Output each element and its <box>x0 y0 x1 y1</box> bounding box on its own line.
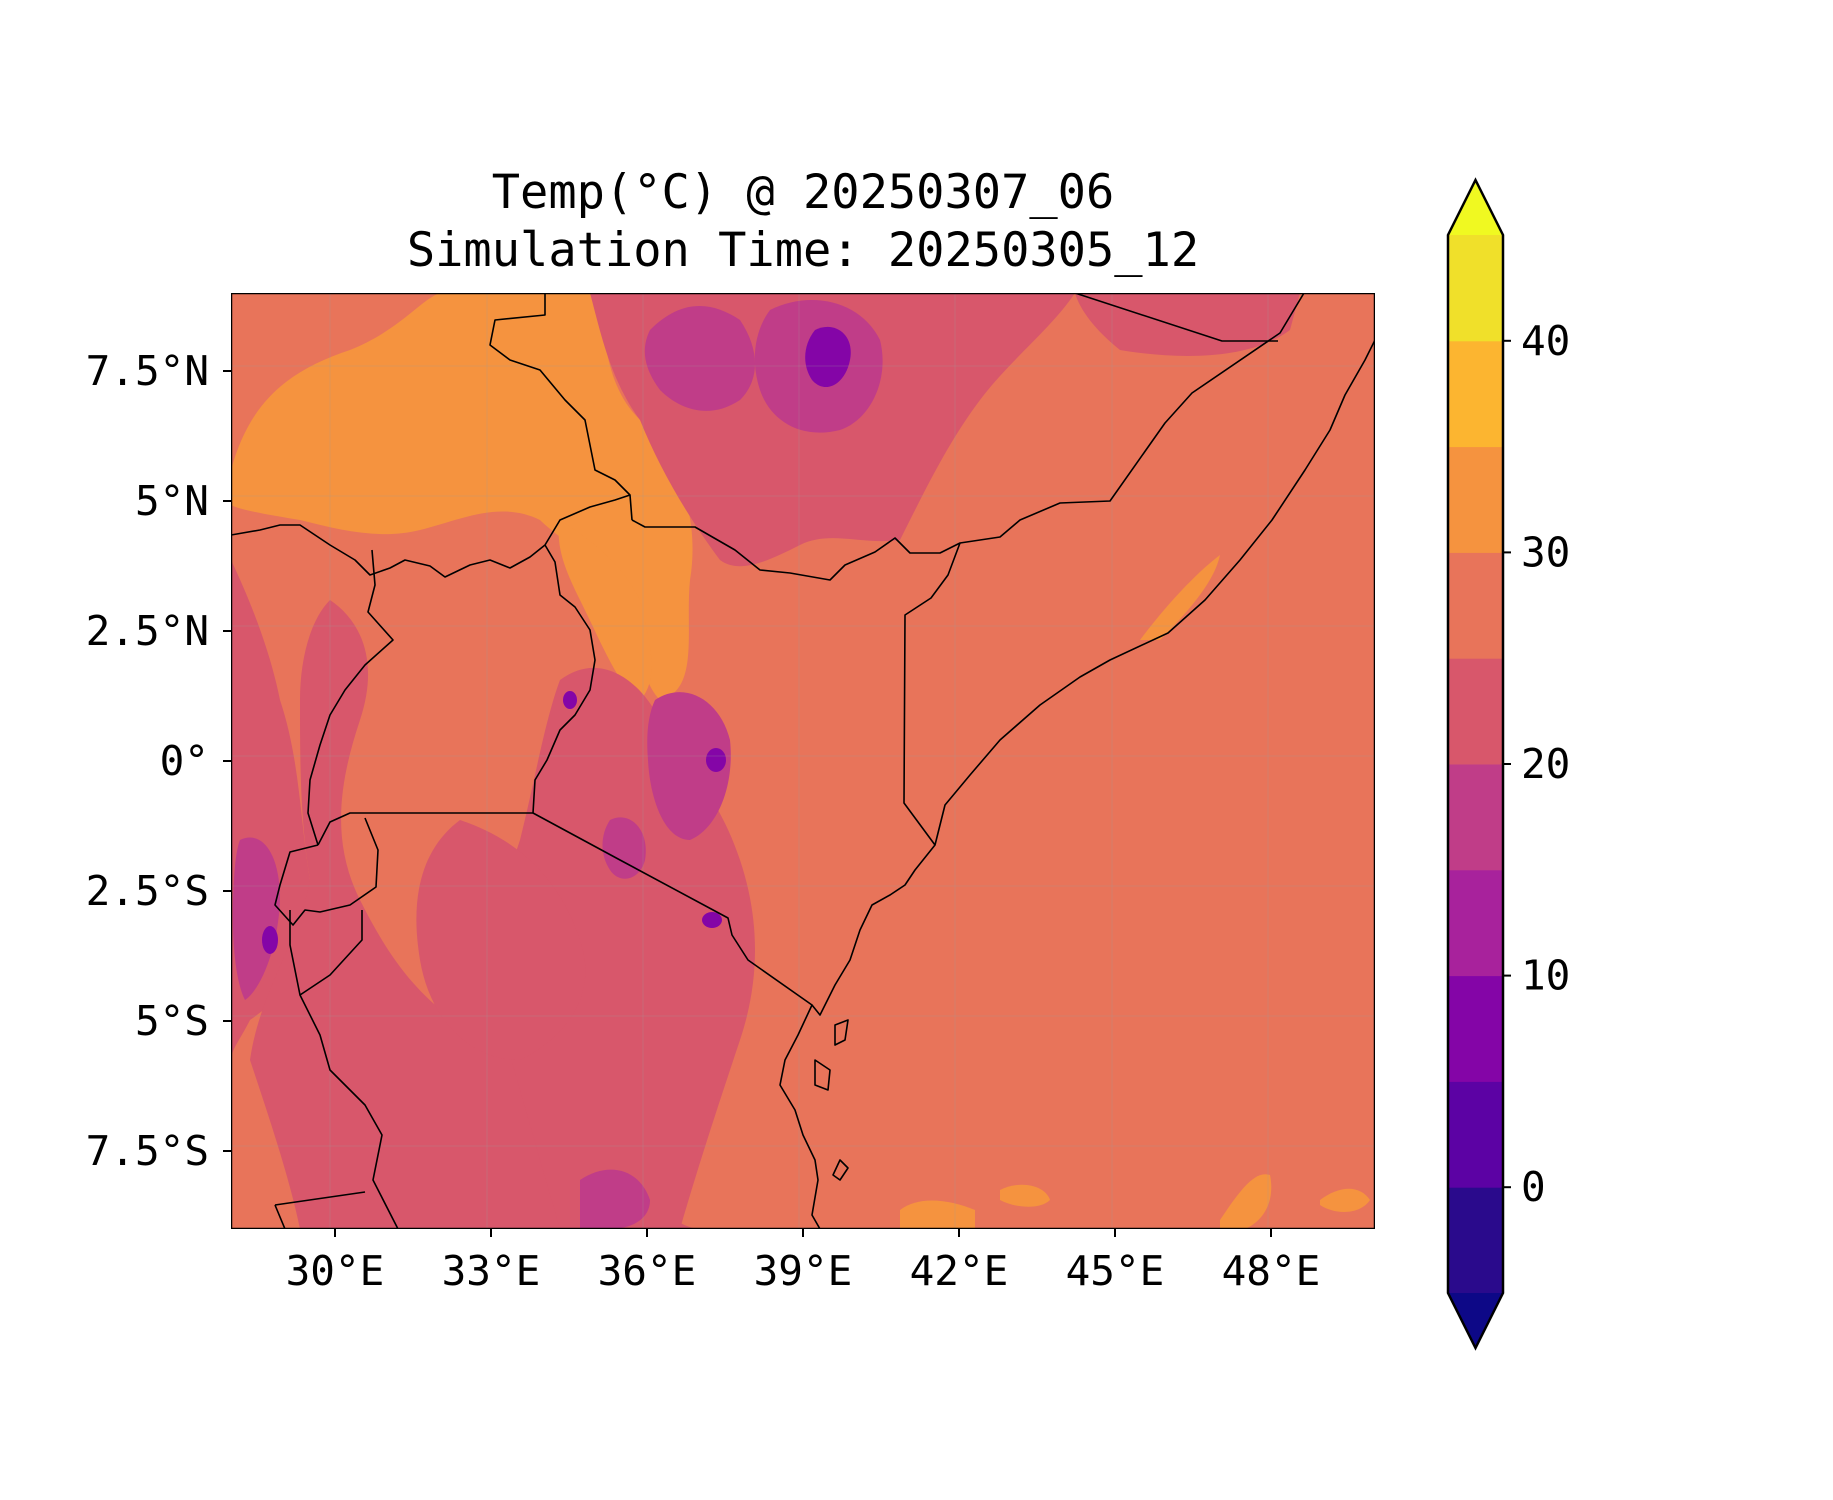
coastline <box>779 339 1375 1229</box>
x-tick-label: 33°E <box>442 1247 541 1295</box>
colorbar-bin <box>1448 235 1503 342</box>
y-tick-label: 5°S <box>135 997 209 1045</box>
colorbar-outline <box>1446 177 1505 1351</box>
colorbar-over-extension <box>1448 180 1503 235</box>
colorbar-tick-label: 20 <box>1521 740 1570 788</box>
gridlines <box>231 293 1375 1229</box>
colorbar-bin <box>1448 1081 1503 1188</box>
x-tick-label: 42°E <box>910 1247 1009 1295</box>
country-borders <box>231 293 1305 1229</box>
y-axis-latitude: 7.5°N 5°N 2.5°N 0° 2.5°S 5°S 7.5°S <box>86 347 231 1175</box>
colorbar-tick-label: 10 <box>1521 952 1570 1000</box>
y-tick-label: 5°N <box>135 477 209 525</box>
colorbar-tick-label: 30 <box>1521 528 1570 576</box>
map-panel <box>231 293 1375 1229</box>
x-axis-longitude: 30°E 33°E 36°E 39°E 42°E 45°E 48°E <box>286 1229 1321 1295</box>
title-line-1: Temp(°C) @ 20250307_06 <box>492 165 1115 220</box>
colorbar-bin <box>1448 975 1503 1082</box>
purple-regions <box>232 300 883 1229</box>
colorbar-bin <box>1448 340 1503 448</box>
colorbar-bin <box>1448 446 1503 553</box>
colorbar-bin <box>1448 1187 1503 1294</box>
colorbar-bin <box>1448 552 1503 659</box>
y-tick-label: 2.5°N <box>86 607 209 655</box>
y-tick-label: 2.5°S <box>86 867 209 915</box>
colorbar-bin <box>1448 869 1503 977</box>
colorbar-tick-label: 40 <box>1521 317 1570 365</box>
x-tick-label: 39°E <box>754 1247 853 1295</box>
x-tick-label: 36°E <box>598 1247 697 1295</box>
x-tick-label: 30°E <box>286 1247 385 1295</box>
temperature-colorbar: 0 10 20 30 40 <box>1446 177 1570 1351</box>
y-tick-label: 0° <box>160 737 209 785</box>
deep-purple-spots <box>262 326 851 954</box>
colorbar-under-extension <box>1448 1293 1503 1348</box>
x-tick-label: 45°E <box>1066 1247 1165 1295</box>
y-tick-label: 7.5°N <box>86 347 209 395</box>
x-tick-label: 48°E <box>1222 1247 1321 1295</box>
title-line-2: Simulation Time: 20250305_12 <box>407 223 1199 278</box>
colorbar-bin <box>1448 764 1503 871</box>
y-tick-label: 7.5°S <box>86 1127 209 1175</box>
colorbar-tick-label: 0 <box>1521 1163 1546 1211</box>
colorbar-bin <box>1448 658 1503 765</box>
warm-regions <box>231 293 1370 1229</box>
